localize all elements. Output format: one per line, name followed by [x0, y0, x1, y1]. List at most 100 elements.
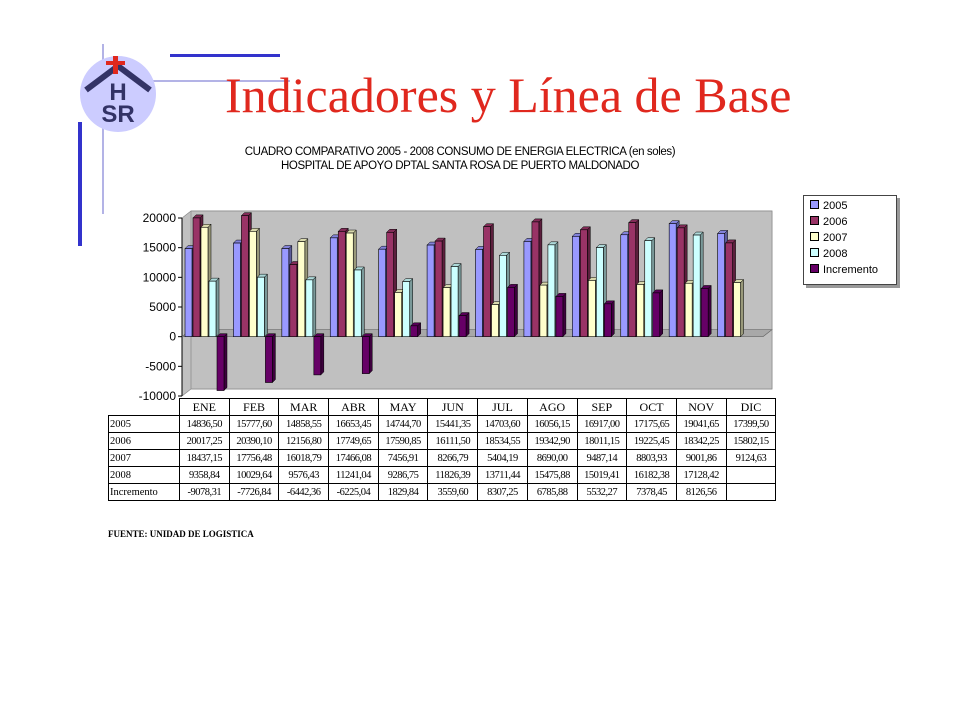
table-row-label: 2007 — [108, 449, 180, 467]
bar-2006-jul — [483, 226, 491, 337]
y-tick-label: -10000 — [139, 389, 177, 400]
bar-incremento-jul — [507, 287, 515, 337]
table-cell: 15019,41 — [576, 466, 628, 484]
table-cell: 9487,14 — [576, 449, 628, 467]
table-cell: 14858,55 — [278, 415, 330, 433]
bar-2007-feb — [249, 231, 257, 337]
bar-2006-dic — [725, 242, 733, 337]
legend-item: 2007 — [810, 232, 847, 245]
table-cell: 15777,60 — [228, 415, 280, 433]
bar-incremento-may — [410, 325, 418, 337]
table-row-label: 2005 — [108, 415, 180, 433]
legend-label: Incremento — [823, 264, 879, 276]
bar-2007-abr — [345, 232, 354, 337]
table-cell: 11241,04 — [328, 466, 379, 484]
legend-swatch — [810, 216, 819, 225]
bar-2006-mar — [289, 264, 298, 337]
decor-line-horizontal — [150, 80, 290, 82]
x-tick-label: OCT — [626, 398, 677, 416]
legend-item: 2005 — [810, 200, 847, 213]
table-row: Incremento -9078,31 -7726,84 -6442,36 -6225,… — [108, 483, 777, 501]
table-cell: 15802,15 — [725, 432, 777, 450]
table-cell: 11826,39 — [427, 466, 479, 484]
bar-2008-ago — [547, 244, 556, 337]
bar-2005-jul — [475, 249, 483, 337]
table-cell: 17399,50 — [725, 415, 777, 433]
y-tick-label: 10000 — [143, 270, 177, 284]
legend-item: Incremento — [810, 264, 878, 277]
bar-2005-abr — [329, 237, 338, 337]
bar-side-incremento-oct — [659, 289, 663, 338]
table-cell: 20017,25 — [179, 432, 230, 450]
bar-2008-jul — [499, 255, 507, 337]
table-corner — [108, 398, 180, 416]
table-cell — [725, 483, 777, 501]
table-cell: 18534,55 — [477, 432, 528, 450]
table-cell: 15475,88 — [526, 466, 578, 484]
table-cell: 16056,15 — [526, 415, 578, 433]
table-cell: 7378,45 — [626, 483, 677, 501]
table-cell: 15441,35 — [427, 415, 479, 433]
bar-incremento-nov — [700, 288, 709, 337]
bar-side-incremento-ene — [223, 333, 228, 392]
table-cell: 8690,00 — [526, 449, 578, 467]
bar-side-2007-dic — [740, 278, 744, 338]
legend-swatch — [810, 232, 819, 241]
y-tick-label: 0 — [169, 330, 176, 344]
decor-bar-vertical — [78, 122, 82, 246]
bar-incremento-oct — [652, 292, 661, 337]
table-row: 2006 20017,25 20390,10 12156,80 17749,65 1759… — [108, 432, 777, 450]
bar-2006-abr — [337, 231, 346, 337]
bar-side-2008-abr — [361, 266, 365, 338]
bar-2005-feb — [233, 242, 241, 337]
legend-swatch — [810, 200, 819, 209]
bar-2008-abr — [353, 269, 362, 337]
table-cell: 17756,48 — [228, 449, 280, 467]
table-cell: -6225,04 — [328, 483, 379, 501]
bar-2005-dic — [717, 233, 725, 337]
bar-2007-nov — [684, 282, 693, 337]
bar-2005-mar — [281, 248, 290, 337]
chart-title: CUADRO COMPARATIVO 2005 - 2008 CONSUMO D… — [244, 146, 676, 158]
table-cell: 9358,84 — [179, 466, 230, 484]
y-tick-label: 20000 — [143, 211, 177, 225]
table-cell — [725, 466, 777, 484]
table-cell: 16917,00 — [576, 415, 628, 433]
table-cell: 17590,85 — [377, 432, 429, 450]
table-cell: 13711,44 — [477, 466, 528, 484]
x-tick-label: AGO — [526, 398, 578, 416]
bar-2007-jun — [442, 287, 451, 337]
y-tick-label: 5000 — [149, 300, 176, 314]
bar-side-incremento-sep — [611, 300, 615, 338]
bar-2006-sep — [580, 229, 588, 337]
table-cell: 17466,08 — [328, 449, 379, 467]
bar-2005-oct — [620, 234, 629, 337]
source-note: FUENTE: UNIDAD DE LOGISTICA — [108, 529, 254, 539]
table-cell: 9286,75 — [377, 466, 429, 484]
table-cell: 1829,84 — [377, 483, 429, 501]
bar-side-incremento-jul — [514, 283, 518, 338]
bar-2007-jul — [491, 304, 499, 337]
table-cell: 16653,45 — [328, 415, 379, 433]
chart-legend: 2005 2006 2007 2008 Incremento — [803, 195, 897, 285]
bar-side-2008-feb — [264, 273, 268, 338]
table-cell: 10029,64 — [228, 466, 280, 484]
bar-2006-feb — [241, 215, 249, 337]
table-row: 2008 9358,84 10029,64 9576,43 11241,04 9286,7… — [108, 466, 777, 484]
chart-title-block: CUADRO COMPARATIVO 2005 - 2008 CONSUMO D… — [150, 145, 770, 173]
bar-incremento-sep — [604, 303, 612, 337]
legend-label: 2007 — [823, 232, 848, 244]
bar-2008-mar — [305, 279, 314, 337]
bar-side-incremento-abr — [369, 333, 373, 375]
bar-side-2008-mar — [312, 276, 317, 338]
table-row-label: Incremento — [108, 483, 180, 501]
table-cell: 18011,15 — [576, 432, 628, 450]
svg-text:H: H — [109, 79, 126, 106]
bar-2005-ene — [184, 248, 193, 337]
legend-label: 2005 — [823, 200, 848, 212]
decor-bar-horizontal — [170, 54, 280, 57]
bar-2007-may — [394, 292, 402, 337]
table-cell: 5404,19 — [477, 449, 528, 467]
hospital-logo: H SR — [80, 56, 156, 132]
legend-item: 2008 — [810, 248, 847, 261]
